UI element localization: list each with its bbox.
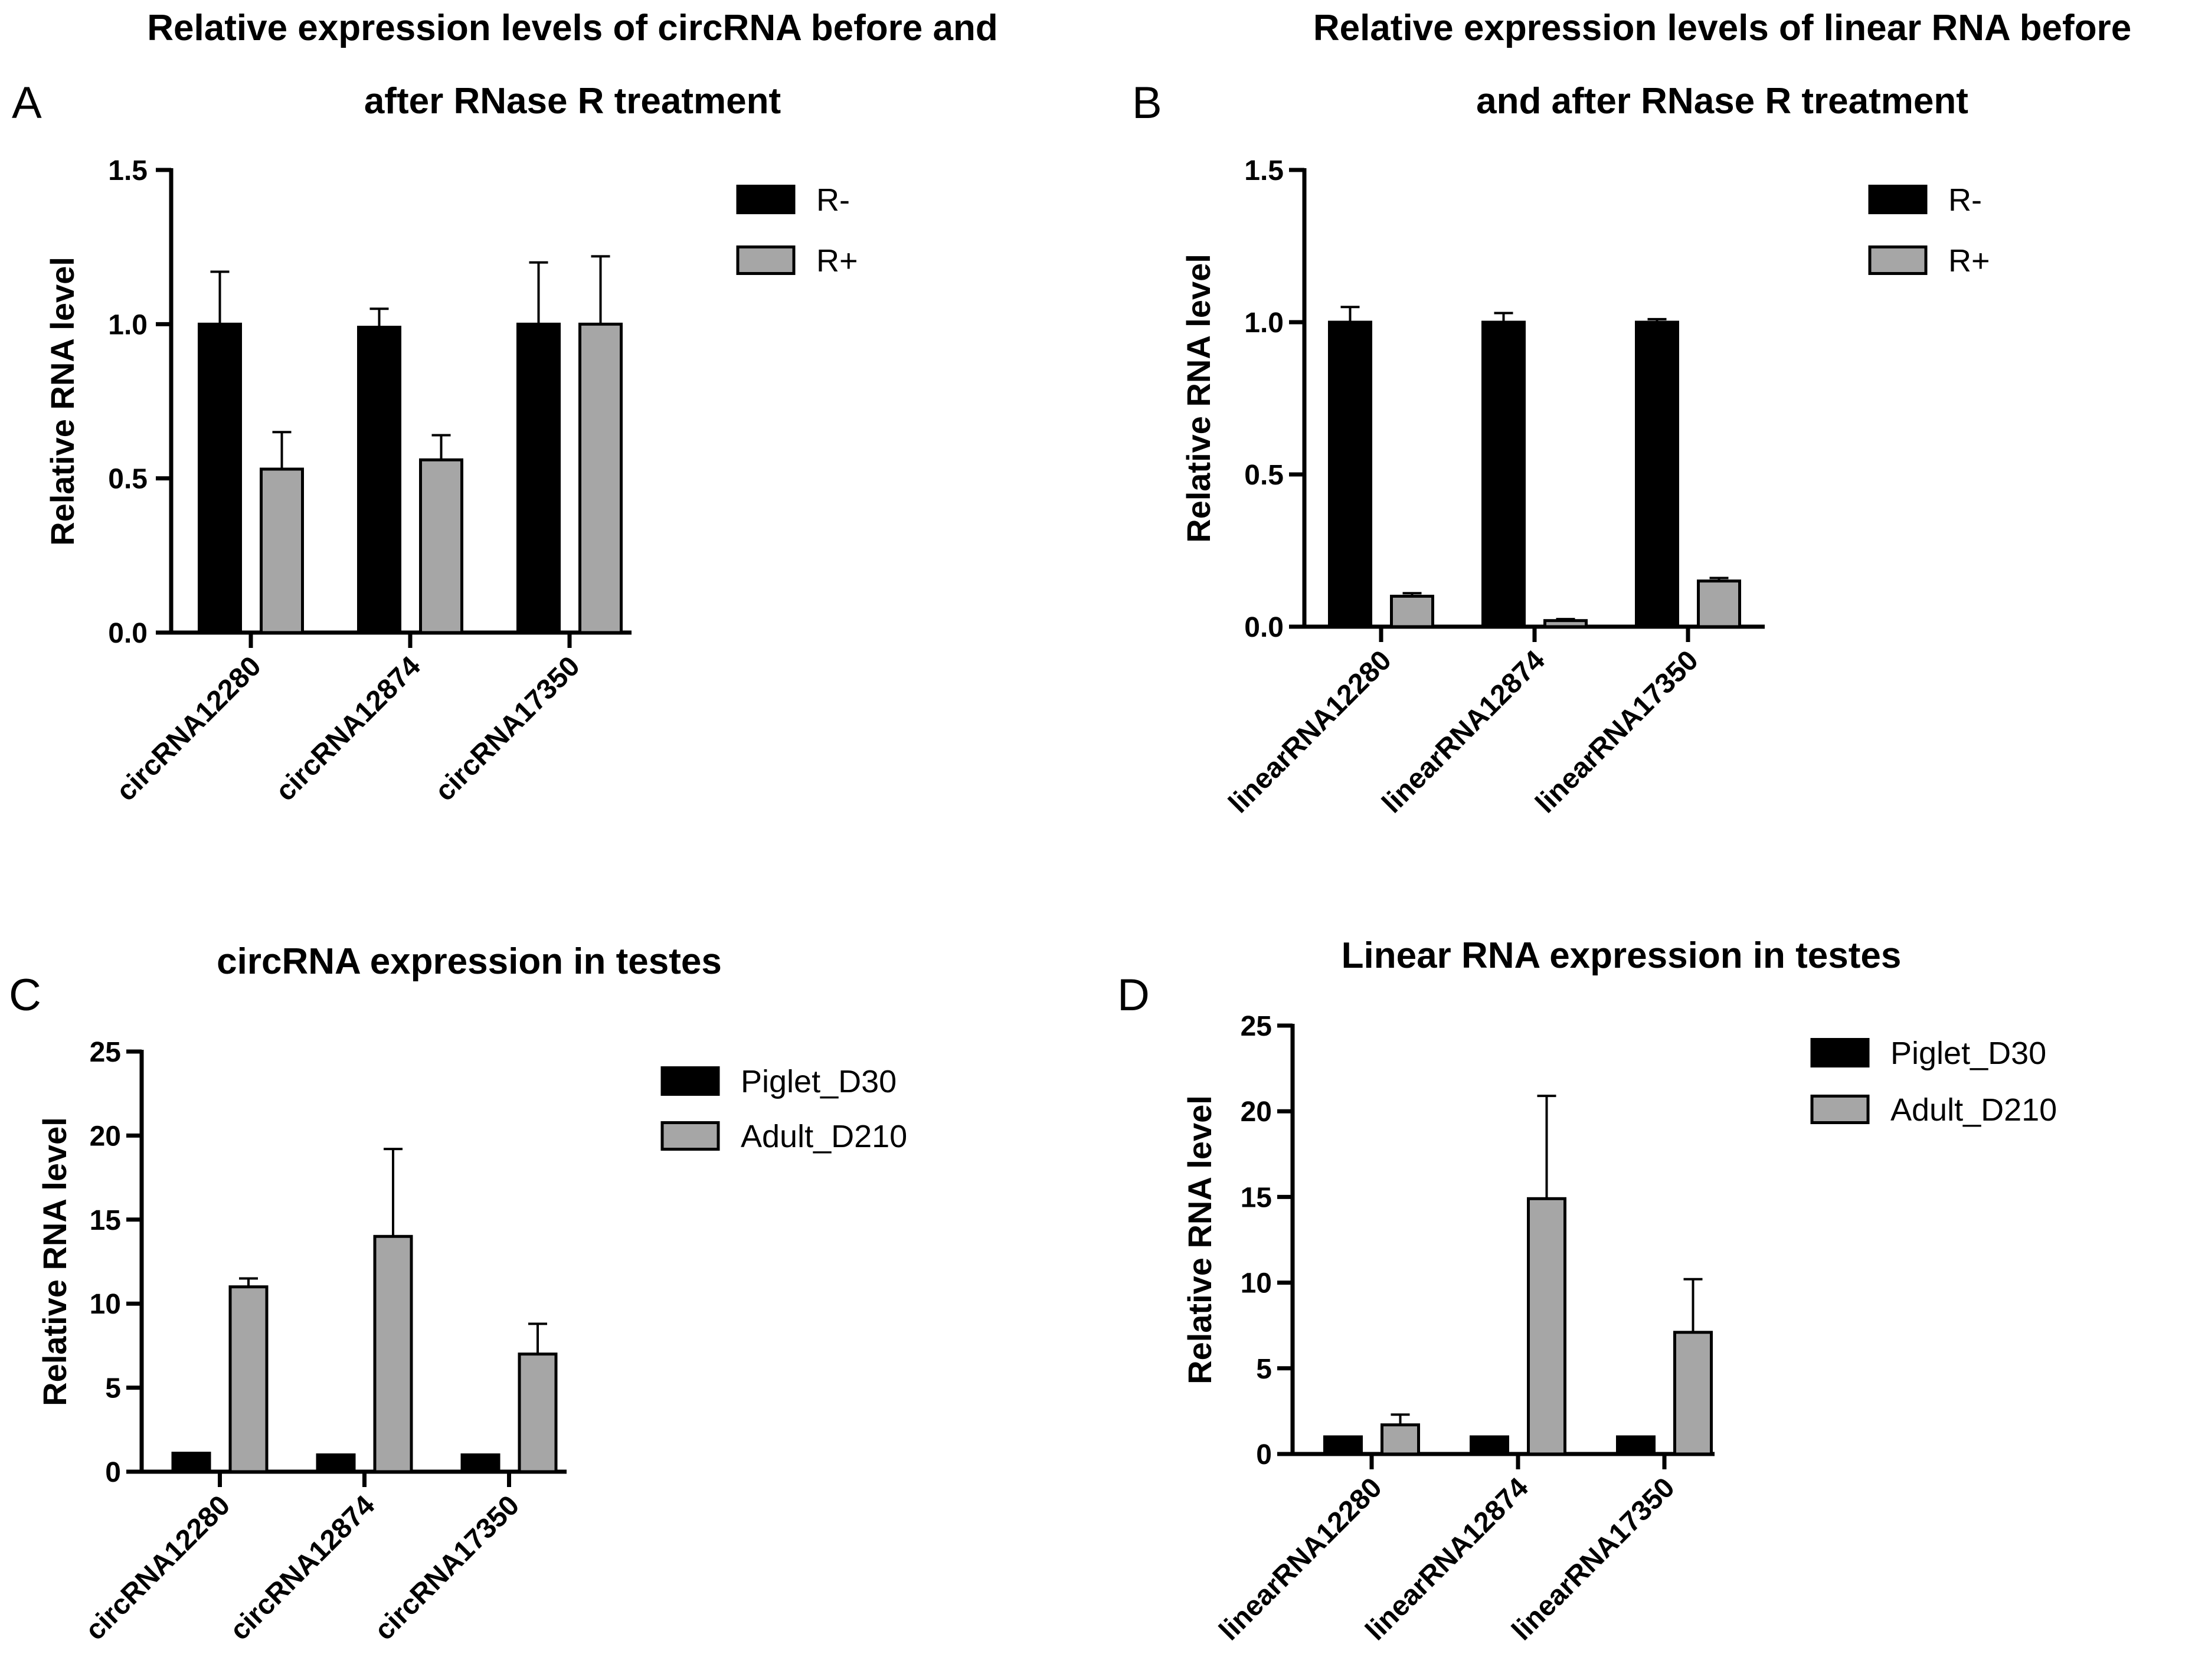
y-tick-label: 25 (90, 1037, 121, 1068)
bar-r--1 (198, 322, 242, 634)
bar-piglet-d30-3 (460, 1453, 501, 1473)
x-category-label: linearRNA12280 (1213, 1472, 1388, 1646)
y-axis-label: Relative RNA level (36, 1117, 73, 1406)
chart-title: and after RNase R treatment (1476, 81, 1968, 122)
y-tick-label: 0.0 (1244, 612, 1284, 643)
y-tick-label: 5 (1256, 1354, 1272, 1385)
y-tick-label: 0 (105, 1457, 121, 1488)
y-tick-label: 15 (90, 1205, 121, 1236)
chart-title: Linear RNA expression in testes (1342, 935, 1902, 976)
legend-label: R- (816, 182, 850, 218)
bar-r--3 (1697, 579, 1741, 628)
bar-r--1 (260, 467, 304, 634)
y-tick-label: 25 (1241, 1011, 1272, 1042)
x-category-label: linearRNA12874 (1360, 1472, 1535, 1646)
y-tick-label: 0.5 (1244, 460, 1284, 491)
bar-r--3 (1635, 320, 1679, 628)
legend-swatch (1868, 185, 1928, 214)
legend-swatch (1810, 1095, 1870, 1124)
panel-a: A Relative expression levels of circRNA b… (12, 8, 998, 807)
bar-r--3 (516, 322, 561, 634)
y-tick-label: 10 (1241, 1268, 1272, 1299)
legend-swatch (736, 185, 796, 214)
x-category-label: circRNA12874 (270, 650, 427, 807)
y-tick-label: 20 (90, 1121, 121, 1152)
x-category-label: linearRNA17350 (1530, 644, 1705, 819)
y-tick-label: 1.0 (108, 309, 148, 340)
legend-label: Piglet_D30 (1890, 1036, 2046, 1071)
bar-piglet-d30-3 (1616, 1435, 1656, 1456)
bar-adult-d210-1 (228, 1285, 269, 1473)
bar-r--1 (1390, 594, 1434, 628)
legend-label: Piglet_D30 (741, 1064, 897, 1099)
x-category-label: linearRNA12874 (1376, 644, 1551, 819)
y-tick-label: 1.5 (108, 155, 148, 186)
panel-letter: C (9, 970, 41, 1020)
x-category-label: linearRNA12280 (1223, 644, 1398, 819)
bar-r--2 (357, 326, 401, 634)
legend-label: Adult_D210 (741, 1119, 907, 1154)
bar-r--2 (419, 458, 463, 634)
chart-title: Relative expression levels of linear RNA… (1313, 8, 2131, 48)
bar-piglet-d30-1 (1323, 1435, 1363, 1456)
legend-swatch (736, 245, 796, 275)
x-category-label: circRNA17350 (368, 1489, 525, 1646)
panel-letter: D (1117, 970, 1150, 1020)
y-tick-label: 1.0 (1244, 307, 1284, 339)
panel-letter: A (12, 78, 42, 128)
y-tick-label: 0.0 (108, 618, 148, 649)
y-tick-label: 5 (105, 1373, 121, 1404)
y-tick-label: 1.5 (1244, 155, 1284, 186)
legend-swatch (660, 1066, 720, 1096)
x-category-label: linearRNA17350 (1506, 1472, 1681, 1646)
legend-label: Adult_D210 (1890, 1092, 2057, 1128)
legend-swatch (1868, 245, 1928, 275)
y-tick-label: 0.5 (108, 464, 148, 495)
bar-r--2 (1543, 619, 1588, 628)
chart-title: after RNase R treatment (364, 81, 781, 122)
y-axis-label: Relative RNA level (44, 257, 81, 546)
bar-adult-d210-2 (1527, 1197, 1566, 1456)
y-axis-label: Relative RNA level (1181, 1095, 1218, 1384)
x-category-label: circRNA12874 (224, 1489, 381, 1646)
bar-r--1 (1328, 320, 1372, 628)
bar-piglet-d30-2 (1470, 1435, 1509, 1456)
panel-d: D Linear RNA expression in testes Relative… (1117, 935, 2057, 1646)
legend-swatch (1810, 1038, 1870, 1067)
bar-adult-d210-3 (518, 1352, 558, 1473)
panel-letter: B (1132, 78, 1162, 128)
x-category-label: circRNA17350 (429, 650, 586, 807)
legend-label: R+ (1948, 243, 1990, 279)
x-category-label: circRNA12280 (110, 650, 267, 807)
bar-adult-d210-1 (1381, 1423, 1420, 1456)
legend-swatch (660, 1121, 720, 1151)
bar-adult-d210-2 (373, 1234, 413, 1473)
bar-adult-d210-3 (1673, 1331, 1713, 1456)
y-tick-label: 15 (1241, 1182, 1272, 1213)
bar-r--2 (1481, 320, 1526, 628)
y-tick-label: 20 (1241, 1096, 1272, 1128)
bar-piglet-d30-2 (316, 1453, 356, 1473)
panel-b: B Relative expression levels of linear RN… (1132, 8, 2131, 819)
legend-label: R+ (816, 243, 858, 279)
chart-title: Relative expression levels of circRNA be… (147, 8, 997, 48)
bar-piglet-d30-1 (171, 1452, 211, 1473)
y-axis-label: Relative RNA level (1180, 254, 1217, 543)
legend-label: R- (1948, 182, 1982, 218)
chart-title: circRNA expression in testes (217, 941, 722, 982)
bar-r--3 (578, 322, 623, 634)
y-tick-label: 0 (1256, 1439, 1272, 1471)
x-category-label: circRNA12280 (79, 1489, 236, 1646)
y-tick-label: 10 (90, 1289, 121, 1320)
